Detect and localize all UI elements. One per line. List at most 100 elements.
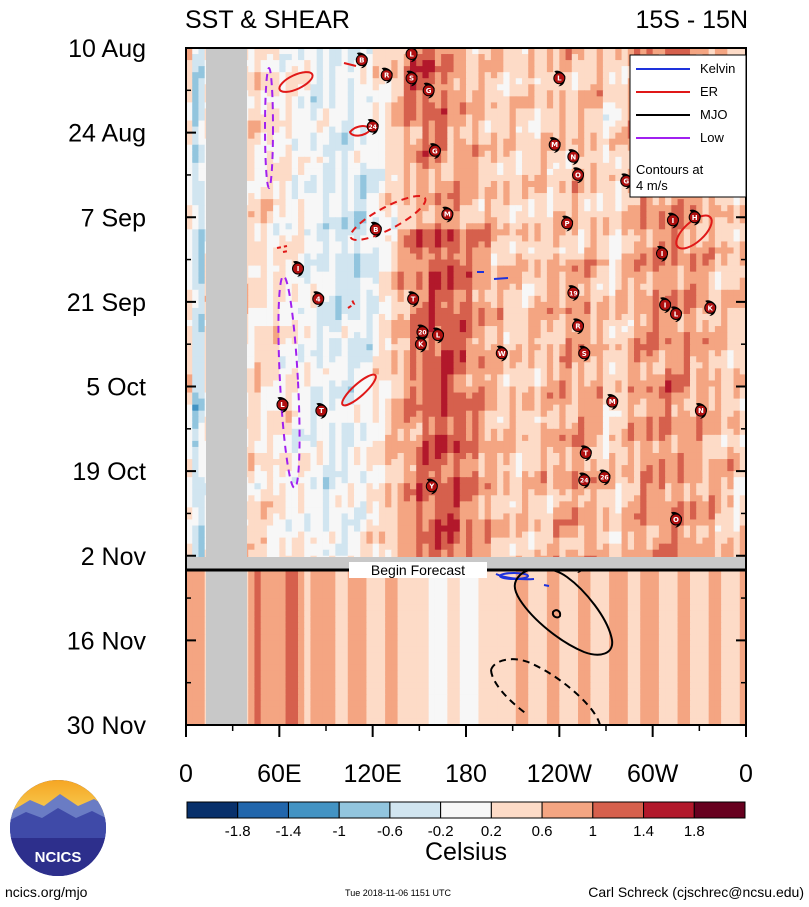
heatmap-cell — [329, 374, 336, 382]
heatmap-cell — [596, 168, 604, 176]
heatmap-cell — [366, 205, 374, 212]
heatmap-cell — [634, 307, 641, 315]
heatmap-cell — [478, 162, 486, 170]
heatmap-cell — [702, 217, 710, 224]
heatmap-cell — [428, 271, 436, 279]
heatmap-cell — [540, 168, 548, 176]
heatmap-cell — [478, 259, 486, 267]
heatmap-cell — [285, 162, 293, 170]
heatmap-cell — [428, 368, 436, 376]
heatmap-cell — [534, 162, 542, 170]
heatmap-cell — [596, 241, 604, 249]
heatmap-cell — [279, 132, 287, 140]
heatmap-cell — [559, 60, 567, 67]
heatmap-cell — [385, 138, 392, 146]
heatmap-cell — [354, 241, 361, 249]
heatmap-cell — [447, 193, 455, 200]
heatmap-cell — [441, 362, 448, 369]
heatmap-cell — [503, 84, 511, 91]
heatmap-cell — [546, 102, 554, 110]
heatmap-cell — [528, 223, 536, 230]
heatmap-cell — [683, 295, 691, 303]
heatmap-cell — [434, 60, 442, 67]
heatmap-cell — [260, 205, 268, 212]
heatmap-cell — [266, 295, 274, 303]
heatmap-cell — [584, 120, 592, 128]
heatmap-cell — [490, 180, 498, 188]
heatmap-cell — [590, 60, 598, 67]
heatmap-cell — [360, 90, 368, 97]
heatmap-cell — [316, 84, 324, 91]
heatmap-cell — [466, 320, 473, 327]
heatmap-cell — [453, 350, 461, 357]
heatmap-cell — [248, 114, 256, 122]
heatmap-cell — [534, 271, 542, 279]
heatmap-cell — [192, 144, 200, 152]
heatmap-cell — [291, 356, 299, 363]
heatmap-cell — [602, 217, 610, 224]
heatmap-cell — [559, 90, 567, 97]
heatmap-cell — [410, 180, 417, 188]
heatmap-cell — [316, 338, 324, 345]
heatmap-cell — [602, 205, 610, 212]
heatmap-cell — [602, 235, 610, 243]
heatmap-cell — [366, 374, 374, 382]
heatmap-cell — [503, 211, 511, 218]
heatmap-cell — [478, 283, 486, 291]
heatmap-cell — [279, 350, 287, 357]
heatmap-cell — [571, 66, 579, 73]
heatmap-cell — [509, 108, 517, 116]
heatmap-cell — [434, 180, 442, 188]
heatmap-cell — [466, 247, 473, 255]
heatmap-cell — [273, 168, 280, 176]
heatmap-cell — [416, 247, 424, 255]
heatmap-cell — [260, 332, 268, 339]
heatmap-cell — [621, 199, 629, 206]
heatmap-cell — [571, 332, 579, 339]
heatmap-cell — [590, 247, 598, 255]
heatmap-cell — [540, 72, 548, 79]
heatmap-cell — [727, 350, 735, 357]
heatmap-cell — [416, 138, 424, 146]
heatmap-cell — [378, 174, 386, 182]
heatmap-cell — [721, 217, 728, 224]
heatmap-cell — [322, 96, 330, 103]
heatmap-cell — [360, 114, 368, 122]
heatmap-cell — [584, 96, 592, 103]
heatmap-cell — [690, 205, 697, 212]
heatmap-cell — [584, 241, 592, 249]
heatmap-cell — [266, 271, 274, 279]
heatmap-cell — [553, 126, 560, 134]
heatmap-cell — [273, 295, 280, 303]
heatmap-cell — [378, 108, 386, 116]
heatmap-cell — [447, 223, 455, 230]
heatmap-cell — [304, 108, 312, 116]
heatmap-cell — [472, 199, 480, 206]
heatmap-cell — [472, 150, 480, 158]
heatmap-cell — [279, 277, 287, 285]
heatmap-cell — [397, 307, 405, 315]
heatmap-cell — [590, 289, 598, 297]
heatmap-cell — [621, 320, 629, 327]
heatmap-cell — [422, 48, 430, 55]
heatmap-cell — [714, 350, 722, 357]
heatmap-cell — [372, 368, 380, 376]
heatmap-cell — [248, 253, 256, 261]
heatmap-cell — [565, 60, 573, 67]
heatmap-cell — [578, 301, 585, 309]
heatmap-cell — [503, 120, 511, 128]
heatmap-cell — [254, 102, 262, 110]
heatmap-cell — [366, 223, 374, 230]
heatmap-cell — [385, 84, 392, 91]
heatmap-cell — [416, 313, 424, 321]
heatmap-cell — [497, 301, 504, 309]
heatmap-cell — [602, 72, 610, 79]
heatmap-cell — [366, 235, 374, 243]
heatmap-cell — [453, 271, 461, 279]
heatmap-cell — [434, 374, 442, 382]
heatmap-cell — [602, 114, 610, 122]
heatmap-cell — [559, 289, 567, 297]
heatmap-cell — [484, 301, 492, 309]
heatmap-cell — [403, 120, 411, 128]
